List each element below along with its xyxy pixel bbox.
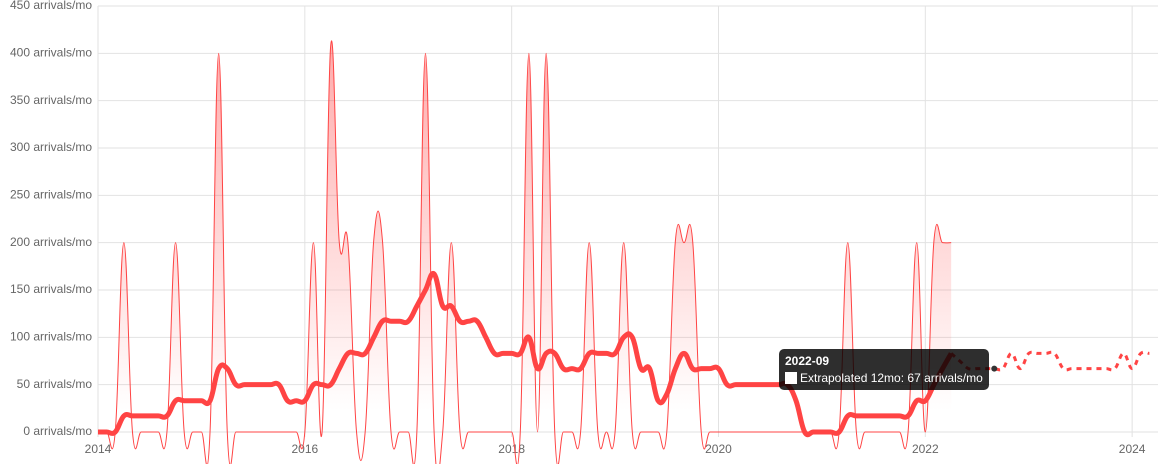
x-tick-label: 2014 <box>85 442 112 456</box>
line <box>97 270 954 438</box>
tooltip: 2022-09 Extrapolated 12mo: 67 arrivals/m… <box>779 349 989 390</box>
y-tick-label: 300 arrivals/mo <box>10 140 92 154</box>
x-tick-label: 2018 <box>498 442 525 456</box>
y-tick-label: 50 arrivals/mo <box>17 377 93 391</box>
x-tick-label: 2024 <box>1119 442 1146 456</box>
y-tick-label: 200 arrivals/mo <box>10 235 92 249</box>
y-tick-label: 100 arrivals/mo <box>10 330 92 344</box>
line <box>97 40 952 469</box>
y-tick-label: 150 arrivals/mo <box>10 282 92 296</box>
y-tick-label: 250 arrivals/mo <box>10 188 92 202</box>
hover-point <box>991 365 998 372</box>
x-tick-label: 2020 <box>705 442 732 456</box>
y-tick-label: 450 arrivals/mo <box>10 0 92 12</box>
y-tick-label: 400 arrivals/mo <box>10 46 92 60</box>
y-tick-label: 350 arrivals/mo <box>10 93 92 107</box>
tooltip-label: Extrapolated 12mo: 67 arrivals/mo <box>800 371 983 385</box>
line <box>950 350 1150 372</box>
tooltip-swatch <box>785 372 797 384</box>
tooltip-title: 2022-09 <box>785 354 830 368</box>
y-tick-label: 0 arrivals/mo <box>23 424 92 438</box>
x-tick-label: 2016 <box>291 442 318 456</box>
x-tick-label: 2022 <box>912 442 939 456</box>
area <box>98 41 952 469</box>
